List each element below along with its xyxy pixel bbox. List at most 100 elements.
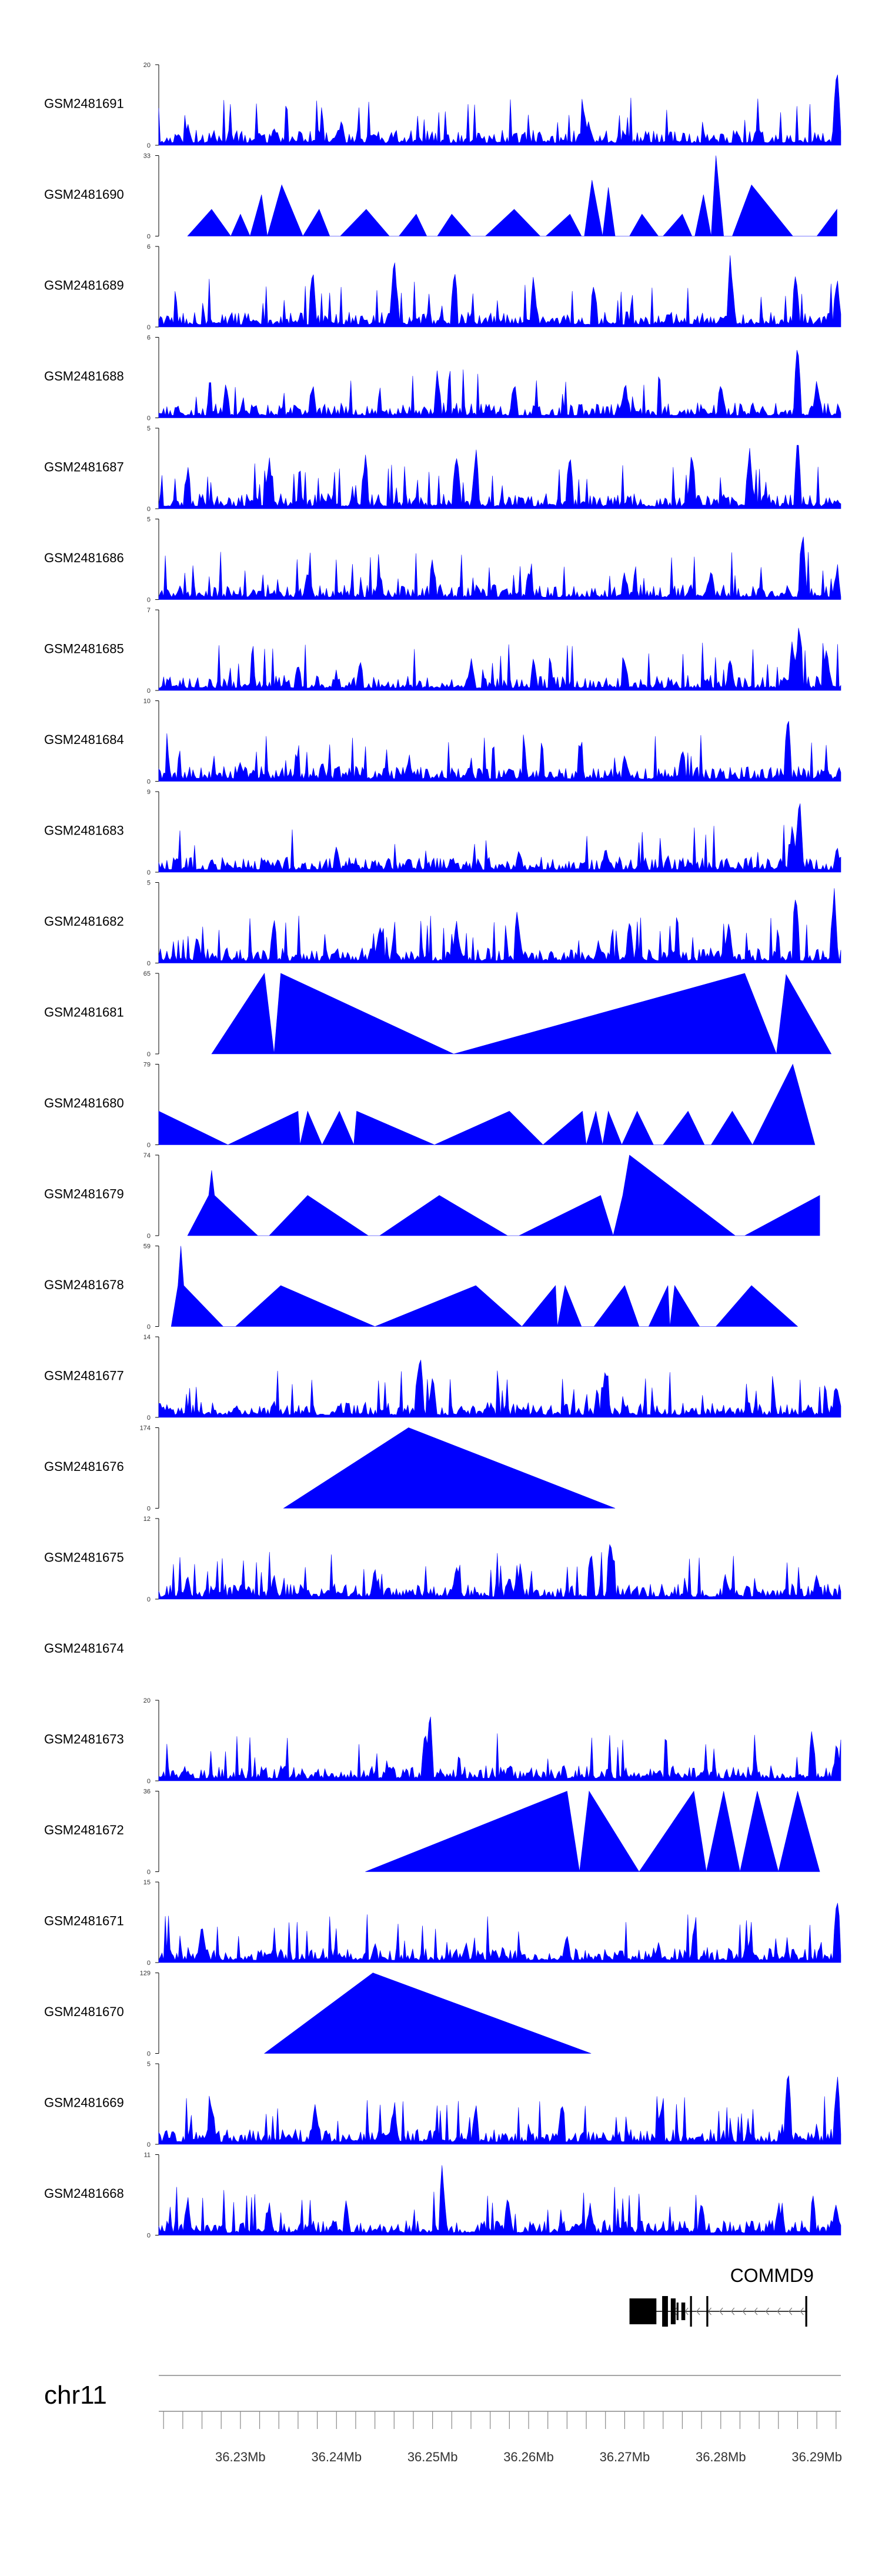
- strand-arrow: [730, 2307, 735, 2315]
- y-min-label: 0: [147, 1869, 151, 1876]
- track-gsm2481689: GSM2481689 6 0: [44, 243, 841, 331]
- track-gsm2481678: GSM2481678 59 0: [44, 1243, 799, 1331]
- track-gsm2481675: GSM2481675 12 0: [44, 1516, 841, 1603]
- y-max-label: 10: [143, 698, 151, 705]
- gene-track: COMMD9: [629, 2265, 814, 2327]
- signal-area: [283, 1427, 616, 1509]
- y-min-label: 0: [147, 1414, 151, 1422]
- track-label: GSM2481687: [44, 460, 124, 475]
- track-gsm2481684: GSM2481684 10 0: [44, 698, 841, 786]
- signal-area: [263, 1973, 592, 2054]
- y-min-label: 0: [147, 2141, 151, 2148]
- y-max-label: 129: [140, 1970, 151, 1977]
- track-label: GSM2481683: [44, 823, 124, 838]
- signal-area: [158, 2075, 841, 2145]
- track-gsm2481673: GSM2481673 20 0: [44, 1697, 841, 1785]
- strand-arrow: [754, 2307, 758, 2315]
- y-min-label: 0: [147, 2233, 151, 2240]
- track-label: GSM2481689: [44, 278, 124, 293]
- track-label: GSM2481669: [44, 2095, 124, 2110]
- y-max-label: 6: [147, 243, 151, 251]
- strand-arrow: [707, 2307, 712, 2315]
- track-label: GSM2481671: [44, 1914, 124, 1928]
- y-min-label: 0: [147, 1506, 151, 1513]
- chromosome-axis: chr11 36.23Mb 36.24Mb 36.25Mb 36.26Mb 36.27Mb…: [44, 2375, 842, 2464]
- track-gsm2481679: GSM2481679 74 0: [44, 1152, 820, 1240]
- signal-area: [158, 1716, 841, 1781]
- track-gsm2481674: GSM2481674: [44, 1641, 124, 1656]
- signal-area: [158, 445, 841, 509]
- signal-area: [211, 973, 832, 1055]
- signal-area: [158, 628, 841, 691]
- signal-area: [158, 720, 841, 782]
- y-min-label: 0: [147, 415, 151, 422]
- strand-arrow: [788, 2307, 793, 2315]
- y-min-label: 0: [147, 506, 151, 513]
- signal-area: [158, 255, 841, 328]
- y-max-label: 20: [143, 1697, 151, 1704]
- track-gsm2481668: GSM2481668 11 0: [44, 2152, 841, 2240]
- strand-arrow: [777, 2307, 781, 2315]
- track-gsm2481688: GSM2481688 6 0: [44, 335, 841, 422]
- strand-arrow: [765, 2307, 770, 2315]
- track-label: GSM2481672: [44, 1823, 124, 1837]
- track-gsm2481687: GSM2481687 5 0: [44, 425, 841, 513]
- track-gsm2481691: GSM2481691 20 0: [44, 62, 841, 149]
- track-label: GSM2481686: [44, 550, 124, 565]
- y-max-label: 33: [143, 153, 151, 160]
- track-label: GSM2481673: [44, 1732, 124, 1747]
- signal-area: [158, 803, 841, 873]
- signal-area: [158, 350, 841, 418]
- y-max-label: 14: [143, 1334, 151, 1341]
- track-gsm2481669: GSM2481669 5 0: [44, 2061, 841, 2148]
- strand-arrow: [719, 2307, 723, 2315]
- y-max-label: 11: [144, 2152, 151, 2159]
- gene-exon: [681, 2303, 686, 2320]
- y-min-label: 0: [147, 1324, 151, 1331]
- y-max-label: 9: [147, 789, 151, 796]
- y-max-label: 74: [143, 1152, 151, 1159]
- x-tick-label: 36.23Mb: [215, 2450, 266, 2464]
- y-min-label: 0: [147, 597, 151, 604]
- y-max-label: 5: [147, 516, 151, 523]
- track-label: GSM2481691: [44, 96, 124, 111]
- track-label: GSM2481690: [44, 187, 124, 202]
- signal-area: [187, 155, 837, 237]
- x-tick-label: 36.26Mb: [503, 2450, 554, 2464]
- x-tick-label: 36.29Mb: [791, 2450, 842, 2464]
- signal-area: [158, 2165, 841, 2235]
- signal-area: [365, 1790, 820, 1873]
- y-max-label: 7: [147, 607, 151, 614]
- track-gsm2481677: GSM2481677 14 0: [44, 1334, 841, 1422]
- x-tick-label: 36.25Mb: [407, 2450, 458, 2464]
- y-min-label: 0: [147, 1596, 151, 1603]
- track-gsm2481671: GSM2481671 15 0: [44, 1879, 841, 1967]
- gene-exon: [629, 2298, 657, 2324]
- track-label: GSM2481674: [44, 1641, 124, 1656]
- y-max-label: 6: [147, 335, 151, 342]
- signal-area: [187, 1154, 820, 1237]
- strand-arrow: [696, 2307, 700, 2315]
- track-gsm2481670: GSM2481670 129 0: [44, 1970, 592, 2058]
- signal-area: [158, 888, 841, 963]
- track-gsm2481690: GSM2481690 33 0: [44, 153, 837, 241]
- y-max-label: 174: [140, 1425, 151, 1432]
- track-gsm2481682: GSM2481682 5 0: [44, 880, 841, 967]
- gene-exon: [805, 2296, 807, 2327]
- signal-area: [171, 1246, 799, 1327]
- track-gsm2481676: GSM2481676 174 0: [44, 1425, 616, 1513]
- y-max-label: 15: [143, 1879, 151, 1886]
- track-gsm2481683: GSM2481683 9 0: [44, 789, 841, 876]
- strand-arrow: [742, 2307, 746, 2315]
- y-min-label: 0: [147, 869, 151, 876]
- y-min-label: 0: [147, 1233, 151, 1240]
- signal-area: [158, 1544, 841, 1600]
- y-min-label: 0: [147, 142, 151, 149]
- y-min-label: 0: [147, 960, 151, 967]
- track-label: GSM2481675: [44, 1550, 124, 1565]
- y-max-label: 59: [143, 1243, 151, 1250]
- track-label: GSM2481682: [44, 914, 124, 929]
- track-label: GSM2481685: [44, 642, 124, 656]
- y-min-label: 0: [147, 779, 151, 786]
